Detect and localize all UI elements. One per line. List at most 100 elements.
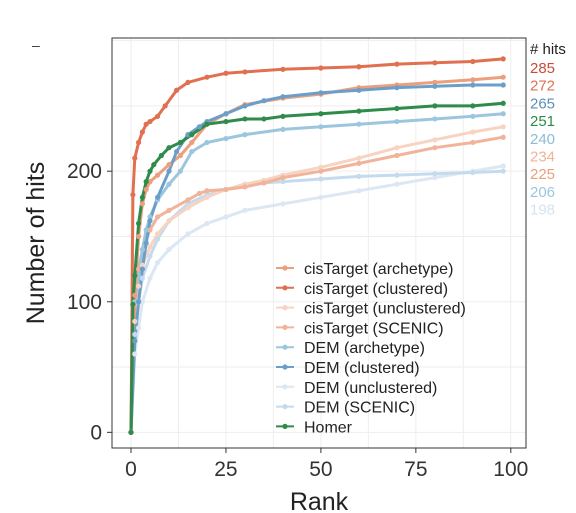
series-point	[143, 240, 149, 246]
series-point	[204, 188, 210, 194]
series-point	[135, 273, 142, 279]
series-point	[500, 163, 506, 169]
series-point	[135, 220, 142, 227]
series-point	[500, 82, 506, 88]
series-point	[500, 56, 506, 62]
series-point	[470, 58, 476, 65]
series-point	[154, 236, 161, 242]
series-point	[196, 190, 202, 196]
end-label-value: 206	[530, 184, 555, 201]
series-point	[185, 205, 191, 211]
series-point	[154, 214, 161, 220]
series-point	[147, 227, 153, 233]
series-point	[147, 253, 153, 259]
plot-frame	[111, 37, 527, 449]
series-point	[132, 155, 138, 161]
series-line-5	[129, 83, 504, 433]
series-point	[154, 172, 161, 178]
series-point	[432, 171, 438, 177]
series-point	[261, 180, 267, 186]
series-line-6	[129, 164, 504, 433]
end-label-value: 198	[530, 202, 555, 219]
series-point	[166, 181, 172, 187]
series-point	[135, 139, 142, 146]
stray-mark: –	[32, 37, 40, 53]
series-point	[177, 152, 183, 159]
legend-swatch-dot	[282, 384, 288, 390]
series-point	[132, 292, 138, 298]
series-point	[432, 83, 438, 89]
legend-label: DEM (unclustered)	[304, 380, 437, 397]
series-point	[154, 194, 161, 200]
legend-label: DEM (clustered)	[304, 360, 420, 377]
series-point	[204, 121, 210, 127]
series-point	[128, 429, 134, 435]
series-point	[500, 134, 506, 140]
legend-swatch-dot	[282, 265, 288, 271]
series-point	[394, 181, 400, 187]
legend-label: cisTarget (SCENIC)	[304, 320, 444, 337]
series-point	[196, 124, 202, 130]
series-point	[139, 266, 145, 272]
series-point	[139, 262, 145, 268]
series-point	[135, 325, 142, 331]
legend-swatch-dot	[282, 423, 288, 429]
series-point	[432, 79, 438, 85]
series-point	[189, 132, 195, 138]
series-point	[356, 108, 362, 114]
legend-label: Homer	[304, 419, 353, 436]
series-point	[185, 197, 191, 203]
series-point	[432, 116, 438, 122]
end-labels-title: # hits	[530, 41, 566, 58]
series-point	[261, 98, 267, 104]
series-point	[130, 301, 136, 307]
series-point	[500, 168, 506, 174]
series-point	[500, 100, 506, 106]
x-tick-label: 0	[125, 458, 137, 481]
series-point	[166, 168, 172, 174]
y-tick-label: 200	[67, 160, 102, 183]
series-point	[470, 129, 476, 135]
y-axis-ticks: 0 100 200	[67, 160, 112, 444]
series-point	[139, 299, 145, 305]
series-point	[135, 233, 142, 240]
series-point	[356, 64, 362, 70]
series-point	[135, 299, 142, 305]
legend-label: cisTarget (unclustered)	[304, 301, 466, 318]
series-point	[166, 246, 172, 253]
series-point	[470, 82, 476, 88]
legend-label: DEM (archetype)	[304, 340, 425, 357]
legend-label: cisTarget (clustered)	[304, 281, 448, 298]
series-point	[177, 168, 183, 174]
series-point	[242, 69, 248, 75]
series-point	[154, 113, 161, 119]
series-point	[318, 168, 324, 174]
end-label-value: 285	[530, 60, 555, 77]
series-point	[147, 214, 153, 220]
series-point	[432, 137, 438, 143]
series-point	[135, 266, 142, 272]
series-point	[280, 113, 286, 119]
series-point	[470, 103, 476, 109]
series-point	[143, 121, 149, 127]
legend-swatch-dot	[282, 344, 288, 350]
series-point	[432, 103, 438, 109]
series-point	[318, 164, 324, 170]
series-point	[470, 169, 476, 176]
series-point	[356, 188, 362, 194]
end-label-value: 272	[530, 78, 555, 95]
series-point	[166, 162, 172, 168]
x-tick-label: 75	[404, 458, 427, 481]
legend-swatch-dot	[282, 404, 288, 410]
series-point	[143, 227, 149, 233]
series-point	[132, 338, 138, 344]
series-point	[154, 231, 161, 237]
series-point	[394, 118, 400, 125]
x-axis-ticks: 0 25 50 75 100	[125, 448, 528, 481]
series-point	[204, 194, 210, 200]
series-points	[128, 56, 506, 435]
y-tick-label: 0	[90, 421, 102, 444]
series-point	[173, 148, 180, 155]
